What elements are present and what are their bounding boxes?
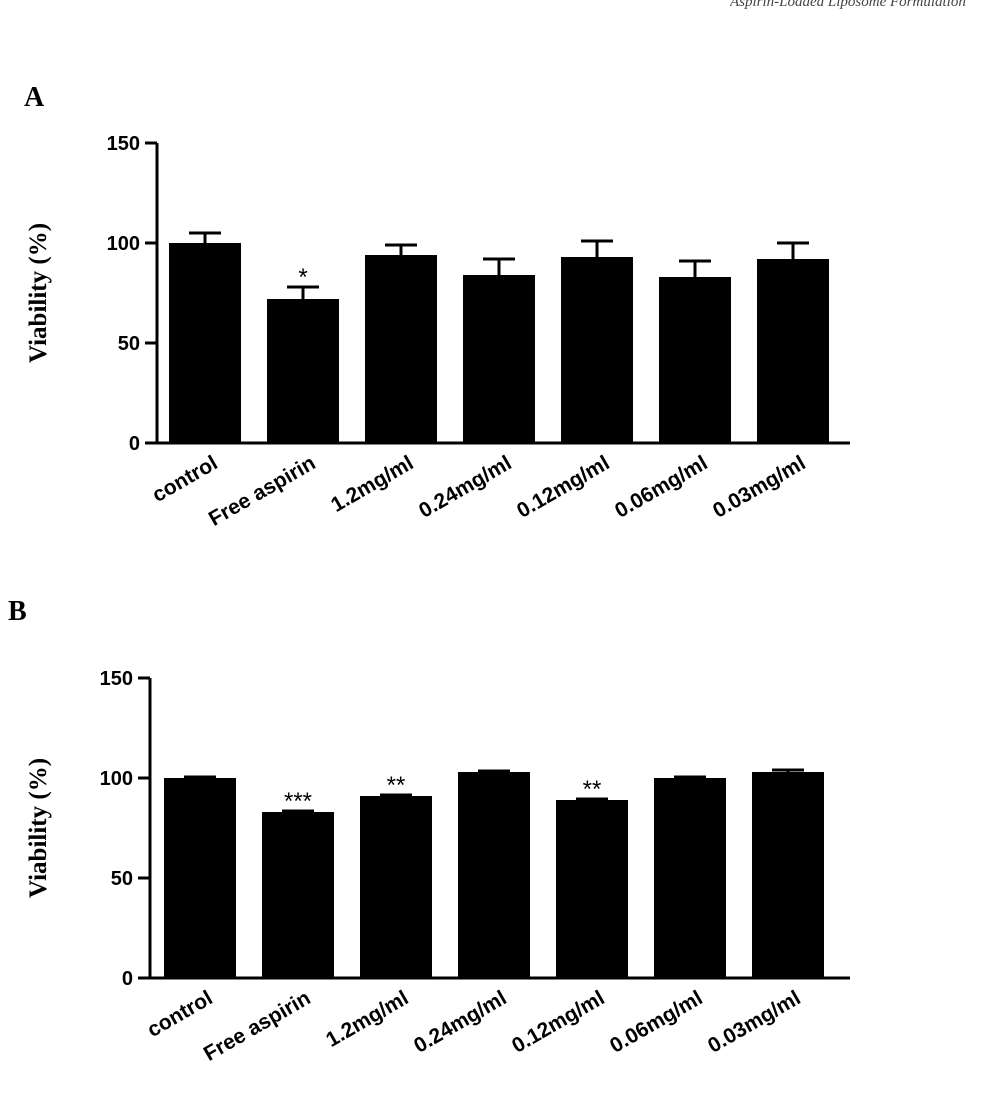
y-axis-label: Viability (%)	[25, 223, 52, 363]
bar	[365, 255, 437, 443]
y-tick-label: 50	[118, 333, 140, 355]
bar	[164, 778, 236, 978]
bar	[267, 299, 339, 443]
y-tick-label: 150	[100, 668, 133, 690]
bar	[360, 796, 432, 978]
bar	[654, 778, 726, 978]
panel-label: A	[24, 82, 45, 113]
significance-label: *	[298, 264, 307, 291]
category-label: Free aspirin	[205, 451, 320, 530]
category-label: Free aspirin	[200, 986, 315, 1065]
y-tick-label: 0	[122, 968, 133, 990]
panel-b: B Viability (%) 0 50 100 150 control *** Free …	[8, 596, 850, 1066]
bar	[458, 772, 530, 978]
category-label: 0.24mg/ml	[415, 451, 515, 522]
y-tick-label: 100	[100, 768, 133, 790]
category-label: 0.06mg/ml	[606, 986, 706, 1057]
y-tick-label: 100	[107, 233, 140, 255]
bar	[556, 800, 628, 978]
bar	[169, 243, 241, 443]
y-tick-label: 150	[107, 133, 140, 155]
category-label: 0.03mg/ml	[704, 986, 804, 1057]
category-label: 0.24mg/ml	[410, 986, 510, 1057]
category-label: 0.03mg/ml	[709, 451, 809, 522]
bar	[463, 275, 535, 443]
y-tick-label: 50	[111, 868, 133, 890]
category-label: 0.06mg/ml	[611, 451, 711, 522]
bar	[262, 812, 334, 978]
significance-label: **	[583, 776, 602, 803]
significance-label: **	[387, 772, 406, 799]
category-label: control	[148, 451, 221, 507]
bar	[561, 257, 633, 443]
y-tick-label: 0	[129, 433, 140, 455]
bar	[752, 772, 824, 978]
running-header: Aspirin-Loaded Liposome Formulation	[730, 0, 966, 10]
bar	[757, 259, 829, 443]
panel-a: A Viability (%) 0 50 100 150 control * Free as…	[24, 82, 850, 531]
category-label: 1.2mg/ml	[322, 986, 412, 1051]
panel-label: B	[8, 596, 27, 627]
y-axis-label: Viability (%)	[25, 758, 52, 898]
significance-label: ***	[284, 788, 312, 815]
category-label: 0.12mg/ml	[508, 986, 608, 1057]
category-label: control	[143, 986, 216, 1042]
category-label: 1.2mg/ml	[327, 451, 417, 516]
category-label: 0.12mg/ml	[513, 451, 613, 522]
bar	[659, 277, 731, 443]
